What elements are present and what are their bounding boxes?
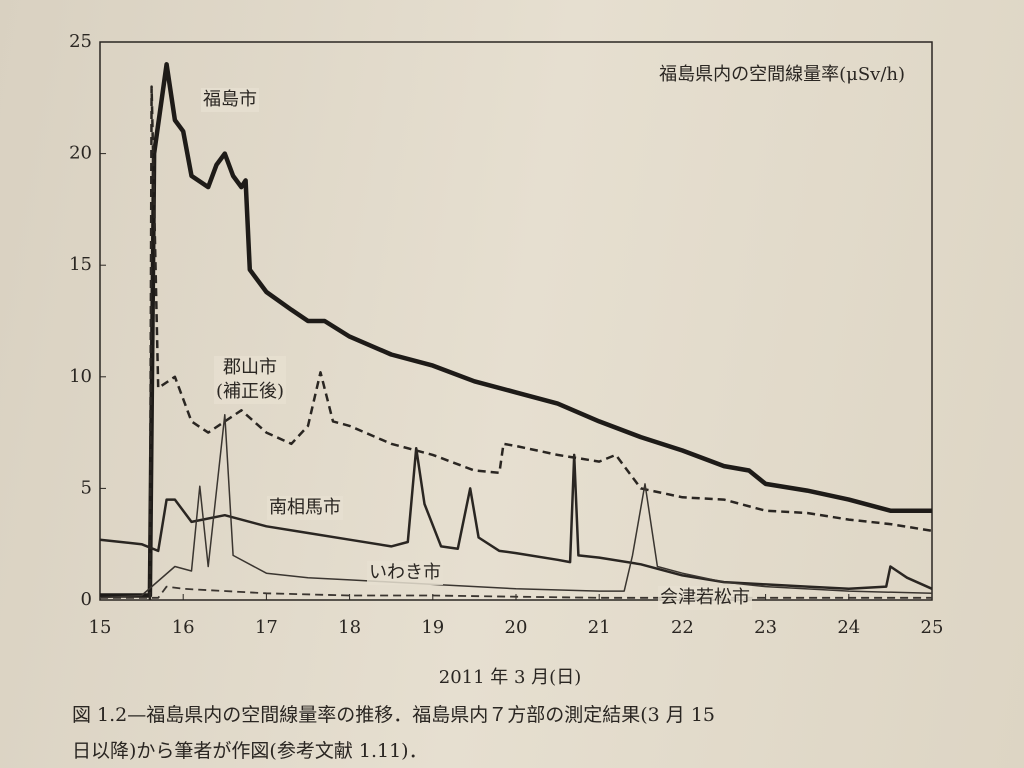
series-label: 南相馬市 [267,496,343,520]
x-tick-label: 19 [421,617,444,638]
series-line [100,62,932,598]
y-tick-label: 25 [69,31,92,52]
series-line [148,85,933,601]
x-tick-label: 22 [671,617,694,638]
series-label: 郡山市 (補正後) [214,356,287,404]
y-tick-label: 20 [69,143,92,164]
x-tick-label: 21 [588,617,611,638]
x-tick-label: 15 [89,617,112,638]
series-label: 会津若松市 [658,586,752,610]
y-tick-label: 15 [69,254,92,275]
caption-line: 図 1.2—福島県内の空間線量率の推移．福島県内７方部の測定結果(3 月 15 [72,704,716,726]
series-label: いわき市 [367,561,443,585]
series-line [99,413,933,599]
series-line [99,446,933,591]
chart-title: 福島県内の空間線量率(μSv/h) [659,64,905,85]
x-tick-label: 24 [837,617,860,638]
y-tick-label: 10 [69,366,92,387]
series-label: 福島市 [201,88,259,112]
x-tick-label: 17 [255,617,278,638]
x-tick-label: 20 [505,617,528,638]
x-tick-label: 18 [338,617,361,638]
y-tick-label: 5 [81,477,92,498]
x-axis-label: 2011 年 3 月(日) [439,667,581,688]
y-tick-label: 0 [81,589,92,610]
caption-line: 日以降)から筆者が作図(参考文献 1.11)． [72,740,428,762]
x-tick-label: 25 [921,617,944,638]
x-tick-label: 16 [172,617,195,638]
x-tick-label: 23 [754,617,777,638]
series-line [100,585,932,599]
